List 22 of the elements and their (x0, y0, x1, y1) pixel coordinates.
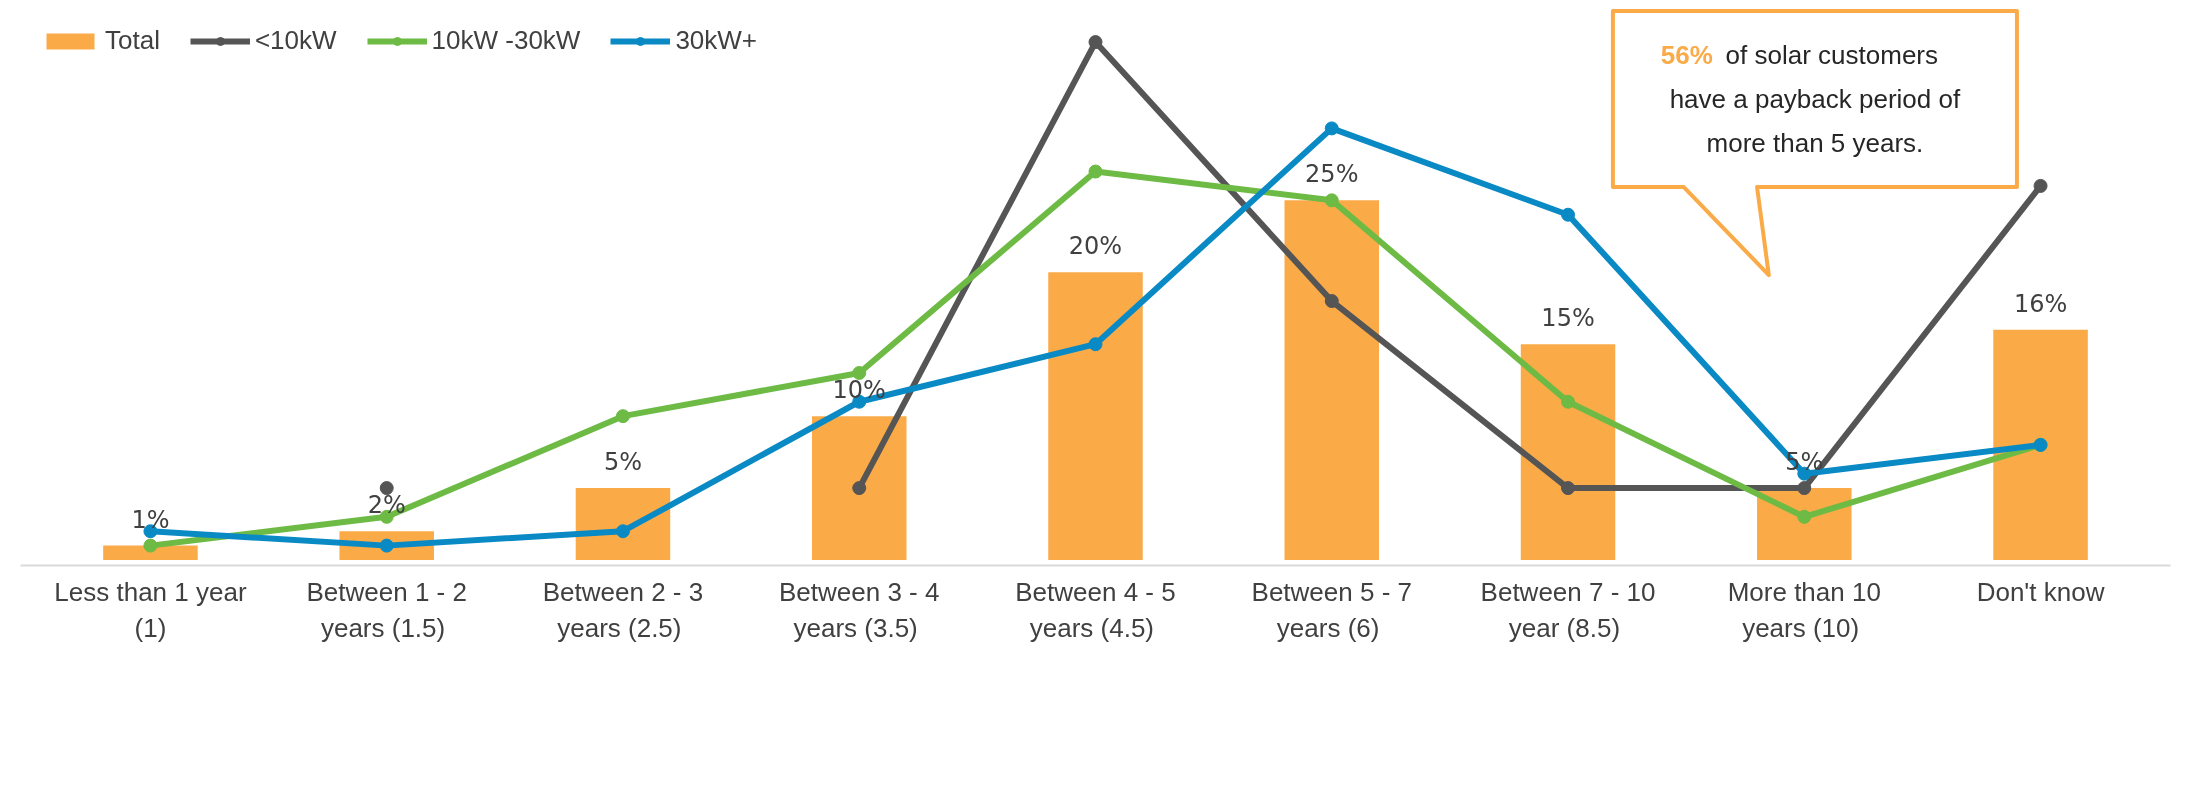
data-label: 25% (1305, 160, 1359, 189)
x-tick-label: Between 2 - 3 years (2.5) (542, 576, 704, 643)
data-label: 15% (1541, 304, 1595, 333)
annotation: 56% of solar customers have a payback period of more than 5 years. (1660, 40, 1961, 159)
x-tick-label: Between 1 - 2 years (1.5) (306, 576, 467, 643)
x-tick-label: Don't know (1976, 576, 2105, 607)
data-label: 2% (367, 491, 406, 520)
data-label: 16% (2013, 289, 2068, 318)
x-tick-label: Between 4 - 5 years (4.5) (1015, 576, 1176, 643)
data-label: 5% (603, 448, 643, 477)
x-tick-label: Between 3 - 4 years (3.5) (779, 576, 940, 643)
legend-label: 30kW+ (675, 25, 758, 56)
data-label: 20% (1068, 232, 1123, 261)
legend-label: 10kW -30kW (431, 25, 581, 56)
data-label: 1% (131, 505, 170, 534)
x-tick-label: More than 10 years (10) (1727, 576, 1881, 643)
legend-label: Total (105, 25, 160, 56)
legend-label: <10kW (254, 25, 337, 56)
data-label: 10% (832, 376, 886, 405)
x-tick-label: Between 5 - 7 years (6) (1251, 576, 1412, 643)
x-tick-label: Between 7 - 10 year (8.5) (1480, 576, 1656, 643)
x-tick-label: Less than 1 year (1) (54, 576, 247, 643)
